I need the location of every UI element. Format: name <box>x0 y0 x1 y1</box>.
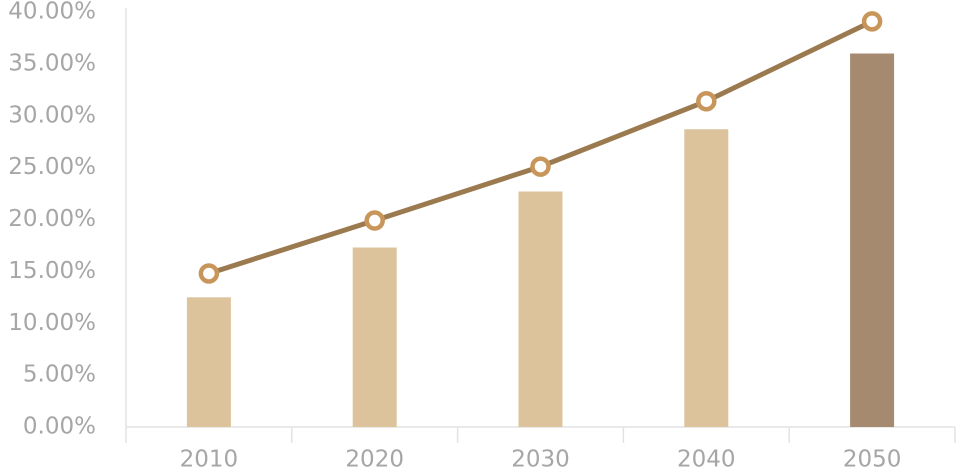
bar <box>352 247 397 427</box>
marker <box>198 263 220 284</box>
y-tick-label: 30.00% <box>8 102 96 128</box>
y-tick-label: 10.00% <box>8 310 96 336</box>
bar <box>850 53 895 427</box>
bar <box>186 297 231 427</box>
y-tick-label: 0.00% <box>23 414 96 440</box>
y-tick-label: 5.00% <box>23 362 96 388</box>
y-tick-label: 35.00% <box>8 50 96 76</box>
bar <box>518 191 563 427</box>
x-tick-label: 2020 <box>345 447 404 472</box>
marker <box>696 90 717 112</box>
y-tick-label: 25.00% <box>8 154 96 180</box>
marker <box>861 11 883 32</box>
x-tick-label: 2010 <box>180 447 239 472</box>
marker <box>364 210 385 231</box>
marker <box>530 156 551 177</box>
y-tick-label: 20.00% <box>8 206 96 232</box>
x-tick-label: 2040 <box>677 447 736 472</box>
y-tick-label: 40.00% <box>8 0 96 25</box>
x-tick-label: 2030 <box>511 447 570 472</box>
y-tick-label: 15.00% <box>8 258 96 284</box>
bar <box>684 129 729 428</box>
x-tick-label: 2050 <box>843 447 902 472</box>
